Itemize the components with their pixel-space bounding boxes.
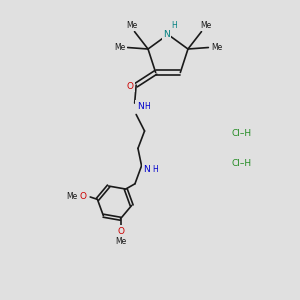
Text: H: H — [152, 165, 158, 174]
Text: O: O — [80, 193, 87, 202]
Text: H: H — [144, 102, 150, 111]
Text: Me: Me — [115, 237, 126, 246]
Text: Me: Me — [67, 193, 78, 202]
Text: Me: Me — [200, 21, 211, 30]
Text: N: N — [144, 165, 150, 174]
Text: Me: Me — [211, 43, 222, 52]
Text: N: N — [163, 30, 170, 39]
Text: Me: Me — [126, 21, 137, 30]
Text: H: H — [172, 21, 178, 30]
Text: O: O — [117, 227, 124, 236]
Text: O: O — [127, 82, 134, 91]
Text: Me: Me — [115, 43, 126, 52]
Text: Cl–H: Cl–H — [231, 129, 252, 138]
Text: N: N — [137, 102, 143, 111]
Text: Cl–H: Cl–H — [231, 159, 252, 168]
